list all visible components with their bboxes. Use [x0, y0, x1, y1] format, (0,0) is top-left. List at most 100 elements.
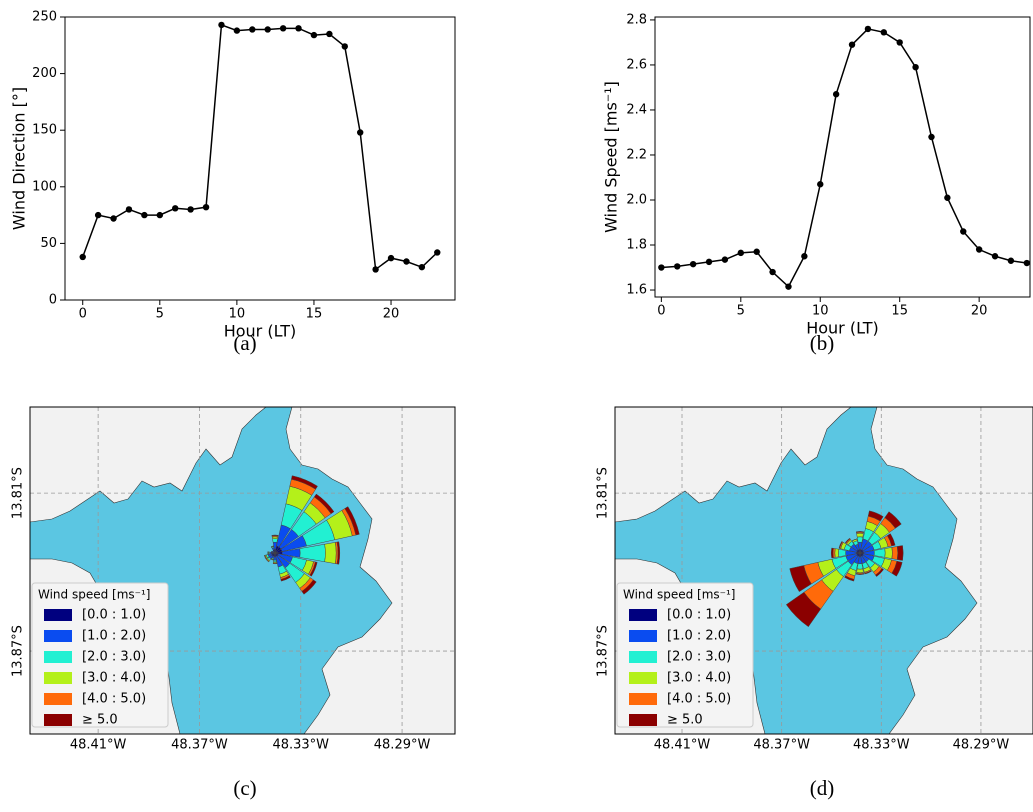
legend-label: [4.0 : 5.0)	[82, 692, 146, 707]
data-point	[326, 30, 333, 38]
rose-segment	[785, 591, 822, 628]
x-tick-label: 10	[229, 307, 246, 322]
rose-segment	[272, 538, 278, 543]
rose-segment	[838, 541, 843, 549]
legend-title: Wind speed [ms⁻¹]	[623, 588, 736, 602]
rose-segment	[855, 573, 865, 575]
x-axis-label: Hour (LT)	[224, 322, 297, 341]
plot-frame	[654, 16, 1031, 298]
data-point	[295, 25, 302, 32]
legend-swatch	[44, 693, 72, 705]
data-point	[991, 253, 999, 260]
rose-segment	[830, 547, 834, 559]
data-point	[753, 248, 760, 255]
x-tick-label: 10	[812, 304, 829, 319]
rose-segment	[884, 547, 893, 559]
y-tick-label: 13.87°S	[596, 625, 611, 677]
y-tick-label: 2.0	[626, 192, 647, 207]
y-tick-label: 50	[40, 236, 57, 251]
rose-segment	[896, 545, 904, 561]
data-point	[817, 181, 824, 188]
data-point	[202, 203, 210, 211]
rose-segment	[271, 534, 279, 537]
line-panel: 0 5 10 15 20 1.6 1.8 2.0 2.2 2.4 2.6 2.8 Hour (LT) Wi…	[602, 12, 1031, 338]
data-point	[94, 211, 102, 219]
legend-swatch	[44, 609, 72, 621]
y-tick-label: 1.8	[626, 238, 647, 253]
data-point	[279, 25, 287, 32]
rose-segment	[856, 532, 864, 538]
rose-segment	[301, 579, 317, 595]
x-tick-label: 48.41°W	[654, 738, 711, 753]
x-axis-label: Hour (LT)	[806, 319, 879, 338]
data-point	[832, 91, 840, 98]
y-axis-label: Wind Direction [°]	[10, 87, 29, 230]
rose-segment	[886, 533, 896, 547]
x-tick-label: 0	[657, 304, 665, 319]
data-point	[387, 254, 395, 262]
legend-label: [1.0 : 2.0)	[82, 629, 146, 644]
x-tick-label: 5	[156, 307, 164, 322]
data-point	[975, 246, 983, 253]
legend-title: Wind speed [ms⁻¹]	[38, 588, 151, 602]
rose-segment	[838, 548, 847, 558]
x-tick-label: 48.41°W	[70, 738, 127, 753]
legend-label: [3.0 : 4.0)	[82, 671, 146, 686]
rose-segment	[844, 537, 851, 544]
y-tick-label: 2.2	[626, 147, 647, 162]
data-point	[341, 43, 348, 50]
rose-segment	[855, 531, 865, 533]
x-tick-label: 20	[383, 307, 400, 322]
y-tick-label: 1.6	[626, 283, 647, 298]
rose-segment	[891, 546, 899, 560]
data-line	[661, 28, 1027, 288]
y-tick-label: 13.81°S	[596, 467, 611, 519]
data-point	[110, 215, 117, 222]
legend-swatch	[629, 651, 657, 663]
panel-label: (c)	[233, 776, 256, 800]
data-point	[674, 263, 681, 270]
rose-segment	[884, 511, 902, 529]
data-point	[864, 25, 872, 33]
data-point	[944, 194, 951, 201]
data-point	[403, 258, 410, 265]
rose-segment	[309, 561, 318, 577]
data-line	[82, 23, 438, 271]
legend-swatch	[44, 630, 72, 642]
data-point	[141, 211, 148, 219]
legend-swatch	[629, 672, 657, 684]
legend-swatch	[629, 714, 657, 726]
data-point	[705, 258, 713, 266]
rose-segment	[856, 563, 864, 570]
rose-segment	[789, 565, 812, 593]
rose-segment	[291, 475, 318, 490]
legend-label: ≥ 5.0	[667, 713, 703, 728]
rose-segment	[856, 568, 864, 574]
rose-segment	[852, 538, 857, 542]
x-tick-label: 48.37°W	[753, 738, 810, 753]
data-point	[1023, 259, 1031, 267]
legend-swatch	[44, 672, 72, 684]
rose-segment	[891, 560, 903, 577]
x-tick-label: 0	[79, 307, 87, 322]
data-point	[769, 268, 776, 276]
y-tick-label: 100	[32, 179, 57, 194]
rose-segment	[313, 493, 335, 515]
data-point	[848, 41, 856, 48]
data-point	[187, 206, 194, 213]
rose-segment	[875, 568, 884, 577]
rose-segment	[264, 555, 267, 559]
data-point	[249, 26, 256, 33]
rose-segment	[834, 548, 840, 558]
legend-swatch	[629, 630, 657, 642]
legend-label: [0.0 : 1.0)	[667, 608, 731, 623]
x-tick-label: 48.33°W	[853, 738, 910, 753]
legend-label: [2.0 : 3.0)	[667, 650, 731, 665]
y-tick-label: 2.8	[626, 12, 647, 27]
data-point	[801, 253, 808, 260]
data-point	[721, 256, 729, 263]
data-point	[218, 21, 225, 29]
y-tick-label: 150	[32, 123, 57, 138]
legend-label: [3.0 : 4.0)	[667, 671, 731, 686]
